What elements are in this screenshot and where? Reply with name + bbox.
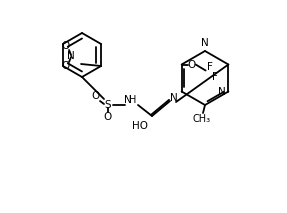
Text: O: O (187, 59, 196, 69)
Text: S: S (105, 100, 111, 110)
Text: O: O (91, 91, 99, 101)
Text: O: O (61, 41, 69, 51)
Text: H: H (129, 95, 137, 105)
Text: N: N (124, 95, 132, 105)
Text: CH₃: CH₃ (193, 114, 211, 124)
Text: O: O (104, 112, 112, 122)
Text: N: N (218, 86, 225, 96)
Text: N: N (67, 51, 75, 61)
Text: N: N (170, 93, 178, 103)
Text: N: N (201, 38, 209, 48)
Text: HO: HO (132, 121, 148, 131)
Text: F: F (212, 72, 218, 82)
Text: F: F (207, 62, 213, 72)
Text: O: O (61, 61, 69, 71)
